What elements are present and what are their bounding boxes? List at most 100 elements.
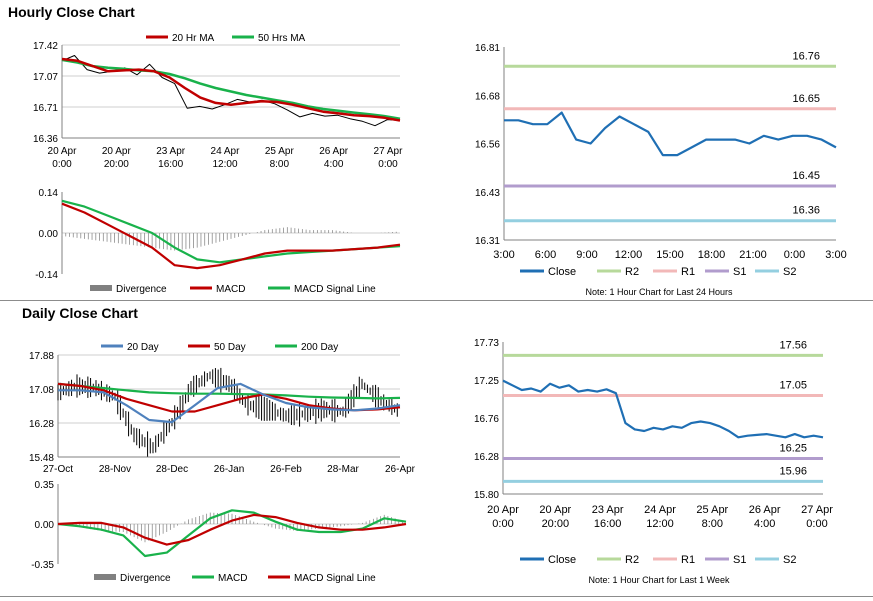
hourly-legend-divergence-label: Divergence [116,284,167,295]
daily-price-tick-label: 17.08 [29,385,54,396]
hourly-price-tick-label: 16.71 [33,103,58,114]
hourly-price-x-tick-label: 12:00 [212,159,237,170]
daily-legend-200day-label: 200 Day [301,342,338,353]
hourly-levels-legend-label: S1 [733,266,746,278]
hourly-price-tick-label: 17.07 [33,72,58,83]
daily-levels-level-label: 17.05 [779,380,807,392]
daily-levels-x-tick-label: 20:00 [542,518,570,530]
hourly-levels-tick-label: 16.68 [475,91,500,102]
daily-macd-tick-label: 0.35 [35,480,55,491]
hourly-legend-divergence-swatch [90,285,112,291]
hourly-levels-level-label: 16.76 [792,50,820,62]
daily-levels-tick-label: 16.28 [474,452,499,463]
hourly-legend-macd-label: MACD [216,284,245,295]
hourly-price-x-tick-label: 0:00 [378,159,398,170]
daily-levels-x-tick-label: 20 Apr [539,504,571,516]
daily-price-x-tick-label: 28-Nov [99,464,131,475]
daily-macd-tick-label: 0.00 [35,520,55,531]
daily-price-x-tick-label: 26-Jan [214,464,245,475]
hourly-levels-tick-label: 16.31 [475,236,500,247]
hourly-levels-legend-label: R2 [625,266,639,278]
hourly-macd-tick-label: 0.14 [39,188,59,199]
daily-levels-level-label: 17.56 [779,339,807,351]
daily-levels-legend-label: S1 [733,554,746,566]
hourly-levels-x-tick-label: 3:00 [825,249,846,261]
hourly-price-x-tick-label: 24 Apr [211,146,241,157]
hourly-levels-close-series [504,111,837,157]
daily-price-x-tick-label: 26-Apr [385,464,416,475]
hourly-levels-x-tick-label: 18:00 [698,249,726,261]
daily-price-x-tick-label: 28-Mar [327,464,359,475]
hourly-levels-level-label: 16.36 [792,205,820,217]
daily-levels-legend-label: R2 [625,554,639,566]
daily-price-tick-label: 17.88 [29,351,54,362]
hourly-levels-x-tick-label: 12:00 [615,249,643,261]
hourly-levels-x-tick-label: 3:00 [493,249,514,261]
hourly-price-x-tick-label: 20 Apr [48,146,78,157]
daily-levels-level-label: 15.96 [779,465,807,477]
daily-levels-x-tick-label: 0:00 [492,518,513,530]
daily-levels-close-series [502,379,824,439]
daily-legend-50day-label: 50 Day [214,342,246,353]
hourly-price-x-tick-label: 4:00 [324,159,344,170]
daily-legend-divergence-label: Divergence [120,573,171,584]
daily-levels-legend-label: Close [548,554,576,566]
hourly-price-x-tick-label: 27 Apr [374,146,404,157]
daily-levels-x-tick-label: 24 Apr [644,504,676,516]
hourly-levels-legend-label: S2 [783,266,796,278]
daily-levels-x-tick-label: 12:00 [646,518,674,530]
daily-macd-tick-label: -0.35 [31,560,54,571]
daily-price-tick-label: 16.28 [29,419,54,430]
hourly-levels-note: Note: 1 Hour Chart for Last 24 Hours [585,287,733,297]
hourly-price-x-tick-label: 25 Apr [265,146,295,157]
daily-levels-tick-label: 17.25 [474,376,499,387]
daily-levels-x-tick-label: 23 Apr [592,504,624,516]
hourly-levels-x-tick-label: 6:00 [535,249,556,261]
daily-section-title: Daily Close Chart [22,305,138,321]
daily-levels-x-tick-label: 8:00 [702,518,723,530]
daily-levels-x-tick-label: 0:00 [806,518,827,530]
hourly-levels-level-label: 16.45 [792,170,820,182]
daily-legend-macd-label: MACD [218,573,247,584]
hourly-levels-x-tick-label: 0:00 [784,249,805,261]
daily-200ma-series [57,382,401,400]
daily-levels-tick-label: 17.73 [474,338,499,349]
daily-levels-level-label: 16.25 [779,443,807,455]
daily-levels-tick-label: 15.80 [474,490,499,501]
hourly-levels-x-tick-label: 21:00 [739,249,767,261]
hourly-price-tick-label: 16.36 [33,134,58,145]
hourly-price-x-tick-label: 8:00 [270,159,290,170]
hourly-levels-level-label: 16.65 [792,93,820,105]
daily-macd-series [57,509,407,558]
daily-signal-series [57,513,407,546]
hourly-price-tick-label: 17.42 [33,41,58,52]
daily-legend-signal-label: MACD Signal Line [294,573,376,584]
daily-levels-x-tick-label: 26 Apr [749,504,781,516]
hourly-levels-legend-label: Close [548,266,576,278]
hourly-macd-series [61,202,401,270]
daily-legend-divergence-swatch [94,574,116,580]
hourly-levels-x-tick-label: 15:00 [656,249,684,261]
hourly-macd-tick-label: -0.14 [35,270,58,281]
hourly-50ma-series [61,58,401,120]
hourly-price-x-tick-label: 23 Apr [156,146,186,157]
daily-levels-x-tick-label: 16:00 [594,518,622,530]
daily-levels-x-tick-label: 4:00 [754,518,775,530]
hourly-legend-50ma-label: 50 Hrs MA [258,33,306,44]
hourly-levels-tick-label: 16.56 [475,140,500,151]
daily-levels-x-tick-label: 20 Apr [487,504,519,516]
hourly-legend-signal-label: MACD Signal Line [294,284,376,295]
daily-levels-legend-label: R1 [681,554,695,566]
hourly-signal-series [61,199,401,264]
daily-price-tick-label: 15.48 [29,453,54,464]
daily-legend-20day-label: 20 Day [127,342,159,353]
hourly-macd-tick-label: 0.00 [39,229,59,240]
hourly-levels-tick-label: 16.43 [475,188,500,199]
hourly-price-x-tick-label: 16:00 [158,159,183,170]
hourly-section-title: Hourly Close Chart [8,4,135,20]
daily-levels-x-tick-label: 25 Apr [696,504,728,516]
daily-price-x-tick-label: 26-Feb [270,464,302,475]
hourly-price-x-tick-label: 20:00 [104,159,129,170]
daily-levels-tick-label: 16.76 [474,414,499,425]
hourly-price-x-tick-label: 20 Apr [102,146,132,157]
